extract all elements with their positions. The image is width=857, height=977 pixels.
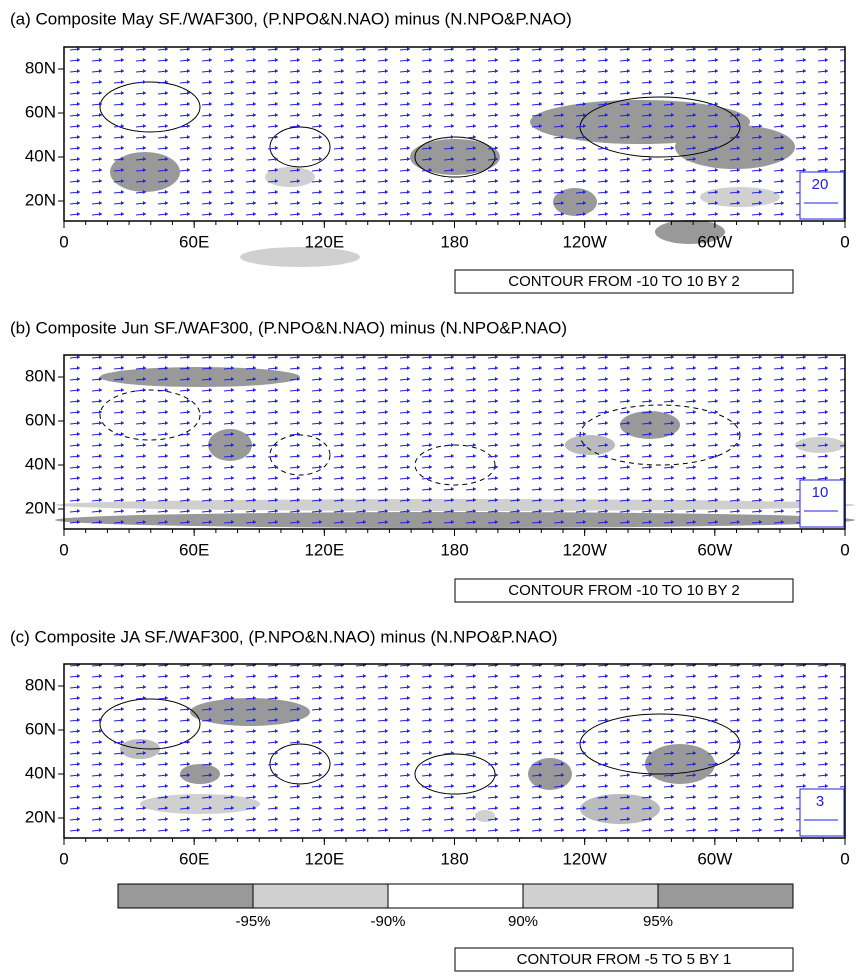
lat-label: 20N xyxy=(25,190,56,209)
contour-note-box xyxy=(454,947,794,972)
lon-label: 60E xyxy=(179,232,209,251)
lon-label: 60W xyxy=(697,849,732,868)
lon-label: 0 xyxy=(59,232,68,251)
lon-label: 180 xyxy=(440,849,468,868)
lat-label: 20N xyxy=(25,498,56,517)
lon-label: 60W xyxy=(697,540,732,559)
reference-vector-box xyxy=(799,788,845,837)
lon-label: 0 xyxy=(840,540,849,559)
map-panel: (b) Composite Jun SF./WAF300, (P.NPO&N.N… xyxy=(10,318,855,603)
lon-label: 120W xyxy=(562,540,606,559)
colorbar: -95% -90% 90% 95% xyxy=(117,883,794,930)
lat-label: 60N xyxy=(25,719,56,738)
lon-label: 0 xyxy=(840,232,849,251)
colorbar-label: -95% xyxy=(235,913,270,930)
lon-label: 180 xyxy=(440,540,468,559)
panels: (a) Composite May SF./WAF300, (P.NPO&N.N… xyxy=(10,9,855,972)
wave-flux-vectors xyxy=(64,355,845,529)
colorbar-label: -90% xyxy=(370,913,405,930)
panel-title: (a) Composite May SF./WAF300, (P.NPO&N.N… xyxy=(10,9,572,28)
map-panel: (c) Composite JA SF./WAF300, (P.NPO&N.NA… xyxy=(10,627,850,972)
lat-label: 80N xyxy=(25,366,56,385)
reference-vector-label: 20 xyxy=(812,176,829,193)
lat-label: 60N xyxy=(25,102,56,121)
wave-flux-vectors xyxy=(64,47,845,221)
lon-label: 120E xyxy=(304,849,344,868)
lat-label: 80N xyxy=(25,58,56,77)
lat-label: 80N xyxy=(25,675,56,694)
contour-note-box xyxy=(454,578,794,603)
lat-label: 40N xyxy=(25,454,56,473)
panel-title: (b) Composite Jun SF./WAF300, (P.NPO&N.N… xyxy=(10,318,567,337)
colorbar-label: 95% xyxy=(643,913,673,930)
lon-label: 120W xyxy=(562,232,606,251)
lon-label: 0 xyxy=(840,849,849,868)
contour-note: CONTOUR FROM -5 TO 5 BY 1 xyxy=(517,951,732,968)
lon-label: 120W xyxy=(562,849,606,868)
map-panel: (a) Composite May SF./WAF300, (P.NPO&N.N… xyxy=(10,9,850,294)
wave-flux-vectors xyxy=(64,664,845,838)
contour-note: CONTOUR FROM -10 TO 10 BY 2 xyxy=(508,273,739,290)
lat-label: 20N xyxy=(25,807,56,826)
lat-label: 60N xyxy=(25,410,56,429)
lon-label: 0 xyxy=(59,540,68,559)
lon-label: 60E xyxy=(179,540,209,559)
lat-label: 40N xyxy=(25,763,56,782)
lon-label: 120E xyxy=(304,540,344,559)
colorbar-label: 90% xyxy=(508,913,538,930)
contour-note-box xyxy=(454,269,794,294)
panel-title: (c) Composite JA SF./WAF300, (P.NPO&N.NA… xyxy=(10,627,558,646)
significance-shading xyxy=(655,220,725,244)
lat-label: 40N xyxy=(25,146,56,165)
reference-vector-box xyxy=(799,479,845,528)
reference-vector-label: 3 xyxy=(816,793,824,810)
contour-note: CONTOUR FROM -10 TO 10 BY 2 xyxy=(508,582,739,599)
lon-label: 180 xyxy=(440,232,468,251)
reference-vector-box xyxy=(799,171,845,220)
significance-shading xyxy=(240,247,360,267)
reference-vector-label: 10 xyxy=(812,484,829,501)
lon-label: 120E xyxy=(304,232,344,251)
lon-label: 60E xyxy=(179,849,209,868)
lon-label: 0 xyxy=(59,849,68,868)
lon-label: 60W xyxy=(697,232,732,251)
